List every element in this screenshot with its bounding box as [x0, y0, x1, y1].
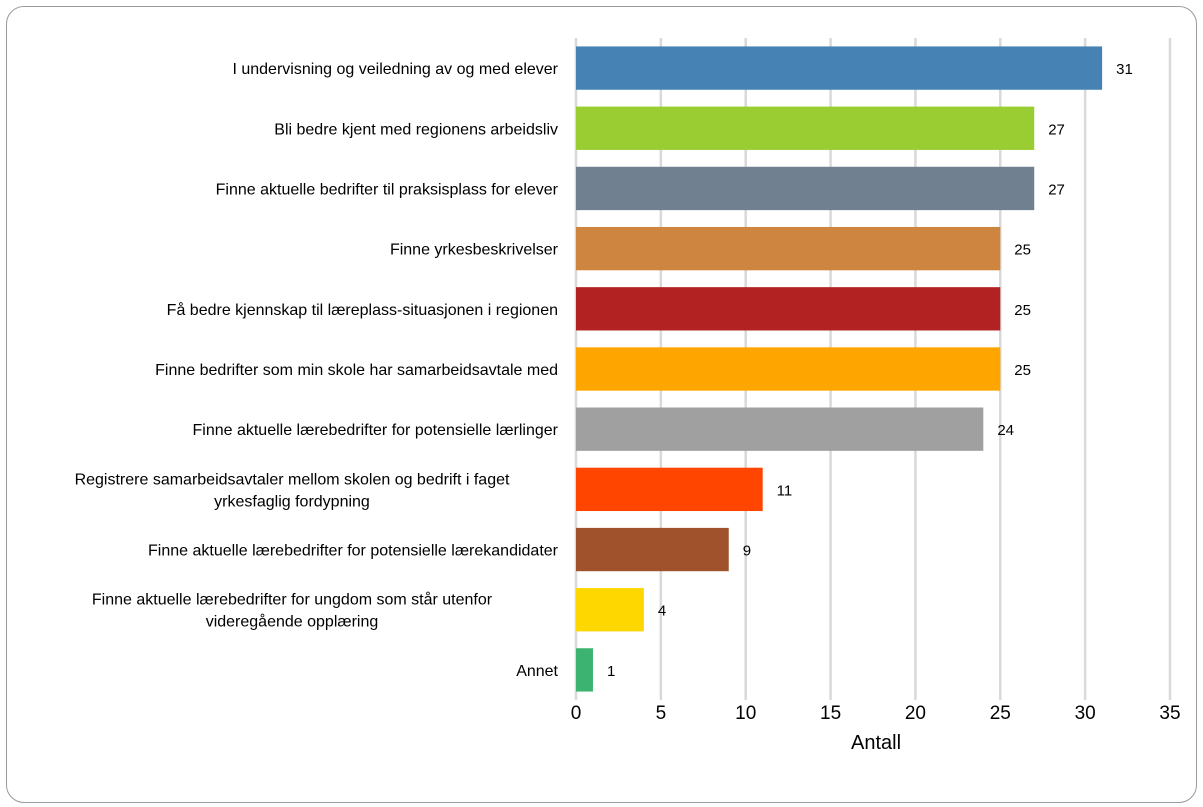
bar [576, 287, 1001, 331]
value-label: 31 [1116, 61, 1133, 78]
category-label: Få bedre kjennskap til læreplass-situasj… [167, 301, 558, 319]
category-label: Finne aktuelle bedrifter til praksisplas… [216, 181, 559, 198]
value-label: 11 [777, 482, 793, 499]
bar [576, 648, 593, 692]
value-label: 27 [1048, 121, 1065, 138]
x-tick-label: 35 [1159, 703, 1180, 724]
x-tick-label: 0 [571, 703, 582, 724]
bar [576, 588, 644, 632]
bars [576, 46, 1103, 692]
x-tick-label: 25 [990, 703, 1011, 724]
x-tick-label: 15 [820, 703, 841, 724]
bar [576, 347, 1001, 391]
x-tick-label: 10 [735, 703, 756, 724]
category-label: Finne aktuelle lærebedrifter for ungdom … [92, 591, 493, 609]
category-label: Finne aktuelle lærebedrifter for potensi… [192, 422, 558, 439]
x-tick-label: 30 [1075, 703, 1096, 724]
category-label: Finne bedrifter som min skole har samarb… [155, 362, 558, 379]
category-label: videregående opplæring [206, 613, 379, 631]
category-label: Finne aktuelle lærebedrifter for potensi… [148, 543, 559, 560]
bar [576, 106, 1035, 150]
bar [576, 407, 984, 451]
x-tick-label: 20 [905, 703, 926, 724]
value-label: 1 [607, 663, 615, 680]
value-label: 24 [997, 422, 1014, 439]
value-label: 27 [1048, 181, 1065, 198]
value-label: 25 [1014, 362, 1031, 379]
category-label: I undervisning og veiledning av og med e… [232, 61, 558, 78]
category-label: Annet [516, 663, 558, 680]
bar [576, 467, 763, 512]
value-labels: 31 27 27 25 25 25 24 11 9 4 1 [607, 61, 1133, 680]
x-tick-label: 5 [656, 703, 667, 724]
value-label: 25 [1014, 242, 1031, 259]
bar [576, 166, 1035, 211]
value-label: 4 [658, 603, 666, 620]
category-labels: I undervisning og veiledning av og med e… [75, 61, 559, 680]
value-label: 9 [743, 543, 751, 560]
bar [576, 527, 729, 572]
x-axis-title: Antall [851, 732, 901, 754]
bar [576, 226, 1001, 271]
bar [576, 46, 1103, 90]
category-label: Registrere samarbeidsavtaler mellom skol… [75, 471, 510, 488]
category-label: yrkesfaglig fordypning [214, 493, 370, 510]
value-label: 25 [1014, 302, 1031, 319]
category-label: Bli bedre kjent med regionens arbeidsliv [274, 121, 558, 138]
category-label: Finne yrkesbeskrivelser [390, 242, 559, 259]
x-tick-labels: 0 5 10 15 20 25 30 35 [571, 703, 1181, 724]
